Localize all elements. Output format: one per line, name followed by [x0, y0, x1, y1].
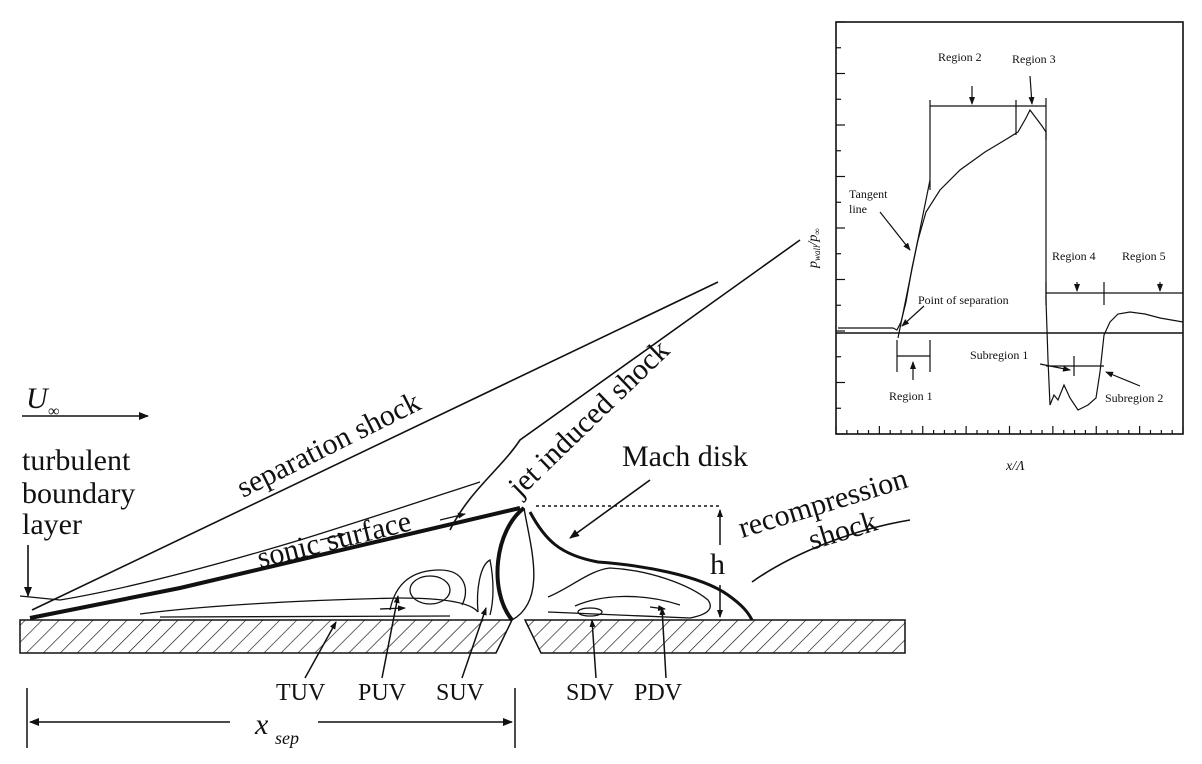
region4-label: Region 4	[1052, 249, 1096, 263]
ylabel-mid: /p	[806, 235, 821, 247]
jet-plume	[495, 505, 754, 622]
xsep-label: x	[254, 708, 269, 741]
vortex-label-pdv: PDV	[634, 680, 683, 706]
jet-induced-shock-label: jet induced shock	[501, 333, 676, 503]
subregion1-label: Subregion 1	[970, 348, 1028, 362]
vortex-label-puv: PUV	[358, 680, 407, 706]
vortex-label-arrows	[304, 595, 667, 679]
inset-frame	[835, 21, 1184, 435]
region5-label: Region 5	[1122, 249, 1166, 263]
point-of-separation-label: Point of separation	[918, 293, 1009, 307]
inset-wall-pressure-plot: Region 2 Region 3 Tangent line Point of …	[806, 21, 1184, 474]
sonic-surface-line	[29, 506, 521, 620]
freestream-label: U ∞	[22, 382, 149, 420]
region-markers	[879, 75, 1183, 387]
mach-disk-label: Mach disk	[622, 440, 748, 473]
subregion2-label: Subregion 2	[1105, 391, 1163, 405]
separation-shock-line	[31, 281, 719, 611]
vortex-streamlines	[139, 559, 681, 618]
inset-ylabel: pwall/p∞	[806, 228, 822, 269]
tangent-label-line1: Tangent	[849, 187, 888, 201]
recompression-shock-line	[751, 519, 911, 583]
tangent-line	[897, 179, 931, 339]
inset-ticks	[835, 21, 1184, 435]
inset-xlabel: x/Λ	[1005, 459, 1025, 474]
freestream-symbol: U	[26, 382, 50, 415]
turbulent-label-line2: boundary	[22, 477, 135, 510]
xsep-dimension	[26, 688, 516, 748]
svg-text:pwall/p∞: pwall/p∞	[806, 228, 822, 269]
tangent-label-line2: line	[849, 202, 867, 216]
region2-label: Region 2	[938, 50, 982, 64]
jet-height-label: h	[710, 548, 725, 581]
sonic-surface-label: sonic surface	[254, 505, 415, 575]
ylabel-sub1: wall	[812, 245, 822, 261]
freestream-subscript: ∞	[48, 403, 59, 420]
turbulent-label-line3: layer	[22, 508, 82, 541]
vortex-label-tuv: TUV	[276, 680, 326, 706]
region1-label: Region 1	[889, 389, 933, 403]
vortex-label-sdv: SDV	[566, 680, 615, 706]
vortex-label-suv: SUV	[436, 680, 485, 706]
ylabel-p1: p	[806, 261, 821, 269]
separation-shock-label: separation shock	[231, 385, 425, 504]
shock-lines	[19, 239, 911, 620]
mach-disk-arrow	[569, 479, 651, 539]
region3-label: Region 3	[1012, 52, 1056, 66]
ylabel-sub2: ∞	[812, 228, 822, 234]
turbulent-label-line1: turbulent	[22, 444, 131, 477]
wall	[19, 619, 906, 654]
xsep-subscript: sep	[275, 728, 299, 748]
